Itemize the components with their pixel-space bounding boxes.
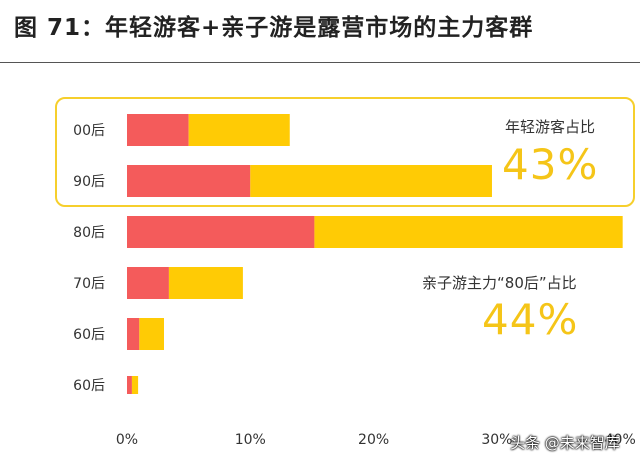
bars-group xyxy=(127,114,623,394)
category-labels: 00后 90后 80后 70后 60后 60后 xyxy=(73,123,105,394)
bar-segment-1-2 xyxy=(188,114,290,146)
x-tick-1: 0% xyxy=(116,432,138,448)
bar-segment-6-2 xyxy=(131,376,139,394)
bar-segment-5-2 xyxy=(139,318,164,350)
bar-segment-3-2 xyxy=(314,216,623,248)
bar-segment-5-1 xyxy=(127,318,140,350)
x-tick-3: 20% xyxy=(358,432,389,448)
family-80s-share: 44% xyxy=(482,295,579,344)
bar-segment-2-1 xyxy=(127,165,251,197)
young-visitors-label: 年轻游客占比 xyxy=(505,118,596,136)
bar-segment-2-2 xyxy=(250,165,492,197)
bar-segment-3-1 xyxy=(127,216,315,248)
category-label-3: 80后 xyxy=(73,225,105,241)
x-tick-5: 40% xyxy=(605,432,636,448)
watermark: 头条 @未来智库 xyxy=(510,434,620,452)
x-tick-2: 10% xyxy=(235,432,266,448)
category-label-4: 70后 xyxy=(73,276,105,292)
bar-segment-4-2 xyxy=(168,267,243,299)
category-label-5: 60后 xyxy=(73,327,105,343)
young-visitors-highlight-box xyxy=(55,97,635,207)
x-tick-labels: 0% 10% 20% 30% 40% xyxy=(116,432,636,448)
bar-segment-6-1 xyxy=(127,376,132,394)
bar-segment-4-1 xyxy=(127,267,169,299)
title-divider xyxy=(0,62,640,63)
bar-segment-1-1 xyxy=(127,114,189,146)
category-label-6: 60后 xyxy=(73,378,105,394)
category-label-1: 00后 xyxy=(73,123,105,139)
chart-title: 图 71：年轻游客+亲子游是露营市场的主力客群 xyxy=(14,15,534,41)
category-label-2: 90后 xyxy=(73,174,105,190)
x-tick-4: 30% xyxy=(481,432,512,448)
young-visitors-share: 43% xyxy=(502,140,599,189)
family-80s-label: 亲子游主力“80后”占比 xyxy=(422,274,577,292)
